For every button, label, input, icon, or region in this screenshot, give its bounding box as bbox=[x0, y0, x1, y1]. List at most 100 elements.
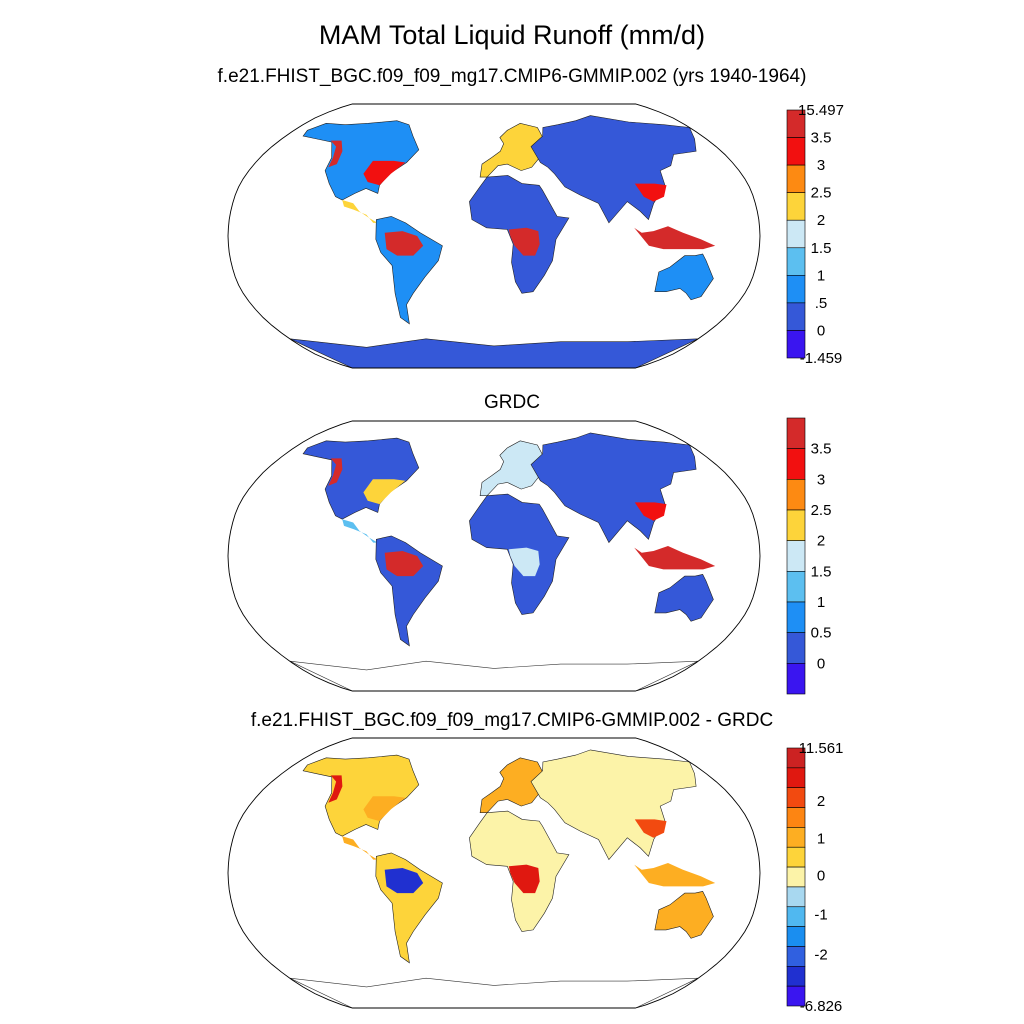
panel-2-title: GRDC bbox=[484, 392, 540, 413]
colorbar-2-swatch-3 bbox=[786, 571, 806, 603]
map-panel-2 bbox=[227, 420, 761, 692]
colorbar-2-label-5: 2.5 bbox=[811, 502, 832, 519]
map-panel-3 bbox=[227, 737, 761, 1009]
colorbar-1-label-5: 2 bbox=[817, 212, 825, 229]
region-asia bbox=[530, 749, 697, 861]
colorbar-3-swatch-3 bbox=[786, 926, 806, 947]
region-antarctica bbox=[289, 338, 699, 368]
colorbar-3-swatch-4 bbox=[786, 906, 806, 927]
colorbar-3-swatch-10 bbox=[786, 787, 806, 808]
region-central-africa bbox=[508, 547, 540, 577]
colorbar-3-label-5: 2 bbox=[817, 793, 825, 810]
colorbar-3-label-2: -1 bbox=[814, 906, 827, 923]
region-eastern-north-america bbox=[363, 160, 406, 186]
colorbar-1-label-9: 15.497 bbox=[798, 102, 844, 119]
region-pacific-northwest bbox=[328, 775, 343, 803]
region-asia bbox=[530, 115, 697, 224]
region-southeast-asia bbox=[634, 863, 716, 887]
colorbar-2-label-3: 1.5 bbox=[811, 563, 832, 580]
region-europe bbox=[479, 440, 544, 497]
colorbar-1-label-4: 1.5 bbox=[811, 240, 832, 257]
region-amazon bbox=[384, 868, 424, 894]
region-south-america bbox=[375, 216, 443, 325]
colorbar-3-swatch-9 bbox=[786, 807, 806, 828]
region-south-america bbox=[375, 852, 443, 964]
colorbar-1-swatch-0 bbox=[786, 330, 806, 359]
region-central-america bbox=[342, 200, 378, 223]
colorbar-1: -1.459 0 .5 1 1.5 2 2.5 3 3.5 15.497 bbox=[786, 102, 844, 367]
region-north-america bbox=[302, 754, 420, 837]
panel-1-title: f.e21.FHIST_BGC.f09_f09_mg17.CMIP6-GMMIP… bbox=[217, 66, 807, 87]
colorbar-3-label-0: -6.826 bbox=[800, 998, 843, 1015]
region-north-america bbox=[302, 120, 420, 201]
region-amazon bbox=[384, 551, 424, 577]
colorbar-3-swatch-6 bbox=[786, 866, 806, 888]
region-australia bbox=[654, 253, 714, 301]
colorbar-1-swatch-3 bbox=[786, 247, 806, 276]
colorbar-3-swatch-5 bbox=[786, 886, 806, 908]
colorbar-2-label-0: 0 bbox=[817, 655, 825, 672]
colorbar-1-swatch-5 bbox=[786, 192, 806, 221]
map-regions-3 bbox=[289, 749, 716, 1008]
colorbar-3-label-4: 1 bbox=[817, 830, 825, 847]
colorbar-1-label-0: -1.459 bbox=[800, 350, 843, 367]
region-eastern-north-america bbox=[363, 479, 406, 505]
colorbar-1-swatch-7 bbox=[786, 137, 806, 166]
colorbar-2-swatch-7 bbox=[786, 448, 806, 480]
colorbar-2-swatch-6 bbox=[786, 479, 806, 511]
region-australia bbox=[654, 574, 714, 622]
region-south-america bbox=[375, 535, 443, 647]
colorbar-3-label-1: -2 bbox=[814, 946, 827, 963]
colorbar-1-label-7: 3 bbox=[817, 157, 825, 174]
colorbar-1-swatch-1 bbox=[786, 302, 806, 331]
colorbar-3: -6.826 -2 -1 0 1 2 11.561 bbox=[786, 740, 844, 1015]
colorbar-2-label-6: 3 bbox=[817, 471, 825, 488]
panel-3-title: f.e21.FHIST_BGC.f09_f09_mg17.CMIP6-GMMIP… bbox=[250, 710, 774, 731]
region-europe bbox=[479, 122, 544, 178]
colorbar-3-label-3: 0 bbox=[817, 868, 825, 885]
colorbar-2-label-1: 0.5 bbox=[811, 625, 832, 642]
map-regions-2 bbox=[289, 432, 716, 691]
colorbar-3-swatch-8 bbox=[786, 827, 806, 848]
colorbar-3-swatch-2 bbox=[786, 946, 806, 967]
region-southeast-asia bbox=[634, 226, 716, 250]
map-regions-1 bbox=[289, 115, 716, 368]
colorbar-1-label-8: 3.5 bbox=[811, 130, 832, 147]
region-central-africa bbox=[508, 864, 540, 894]
colorbar-2-label-4: 2 bbox=[817, 533, 825, 550]
region-north-america bbox=[302, 437, 420, 520]
colorbar-1-swatch-2 bbox=[786, 275, 806, 304]
figure-title: MAM Total Liquid Runoff (mm/d) bbox=[318, 20, 706, 50]
colorbar-3-swatch-7 bbox=[786, 846, 806, 868]
region-europe bbox=[479, 757, 544, 814]
colorbar-2-swatch-0 bbox=[786, 663, 806, 695]
region-central-africa bbox=[508, 227, 540, 256]
map-panel-1 bbox=[227, 103, 761, 369]
colorbar-1-swatch-6 bbox=[786, 164, 806, 193]
region-eastern-north-america bbox=[363, 796, 406, 822]
region-pacific-northwest bbox=[328, 458, 343, 486]
region-antarctica-outline bbox=[289, 660, 699, 691]
colorbar-1-label-1: 0 bbox=[817, 322, 825, 339]
colorbar-1-swatch-4 bbox=[786, 219, 806, 249]
colorbar-2-swatch-5 bbox=[786, 509, 806, 541]
region-central-america bbox=[342, 519, 378, 543]
region-australia bbox=[654, 891, 714, 939]
colorbar-2-label-7: 3.5 bbox=[811, 441, 832, 458]
region-east-asia bbox=[634, 502, 667, 521]
colorbar-1-label-3: 1 bbox=[817, 267, 825, 284]
colorbar-2-label-2: 1 bbox=[817, 594, 825, 611]
region-antarctica-outline bbox=[289, 977, 699, 1008]
colorbar-3-label-6: 11.561 bbox=[799, 740, 844, 757]
colorbar-2-swatch-2 bbox=[786, 601, 806, 633]
colorbar-2: 0 0.5 1 1.5 2 2.5 3 3.5 bbox=[786, 417, 832, 695]
colorbar-1-label-2: .5 bbox=[815, 295, 828, 312]
map-outline-3 bbox=[227, 737, 761, 1009]
colorbar-2-swatch-1 bbox=[786, 632, 806, 664]
region-amazon bbox=[384, 231, 424, 256]
map-outline-1 bbox=[227, 103, 761, 369]
region-pacific-northwest bbox=[328, 140, 343, 168]
colorbar-2-swatch-8 bbox=[786, 417, 806, 449]
region-central-america bbox=[342, 836, 378, 860]
